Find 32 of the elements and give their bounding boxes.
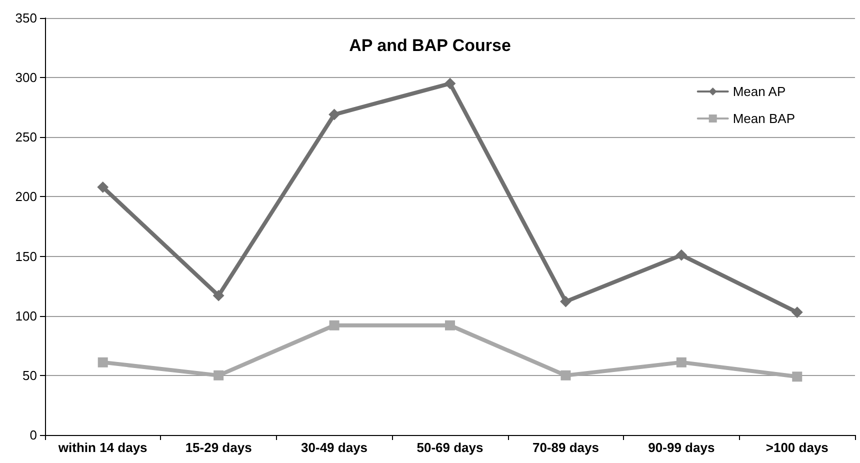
point (328, 109, 340, 120)
point (560, 296, 572, 308)
x-tick-label: 30-49 days (301, 440, 368, 455)
y-tick-label: 150 (15, 248, 37, 264)
point (97, 182, 108, 193)
point (98, 357, 108, 368)
point (213, 290, 224, 302)
legend-label: Mean BAP (732, 111, 796, 126)
x-tick-label: 15-29 days (185, 440, 252, 455)
point (676, 357, 686, 368)
x-tick-label: 50-69 days (416, 440, 484, 455)
point (214, 370, 224, 380)
point (560, 370, 571, 380)
point (676, 250, 687, 261)
y-tick-label: 100 (15, 308, 37, 324)
x-tick-label: 90-99 days (648, 440, 715, 455)
point (444, 78, 456, 90)
point (792, 372, 802, 382)
point (792, 306, 803, 318)
point (329, 320, 340, 330)
x-tick-label: within 14 days (57, 440, 148, 455)
y-tick-label: 250 (15, 130, 37, 145)
y-tick-label: 200 (15, 189, 37, 204)
y-tick-label: 350 (15, 10, 37, 26)
point (445, 320, 455, 330)
text: AP and BAP Course (349, 36, 511, 55)
x-tick-label: 70-89 days (532, 440, 599, 455)
legend-label: Mean AP (732, 84, 786, 99)
x-tick-label: >100 days (766, 440, 828, 455)
y-tick-label: 0 (30, 428, 37, 442)
y-tick-label: 50 (22, 368, 37, 383)
y-tick-label: 300 (15, 70, 37, 86)
